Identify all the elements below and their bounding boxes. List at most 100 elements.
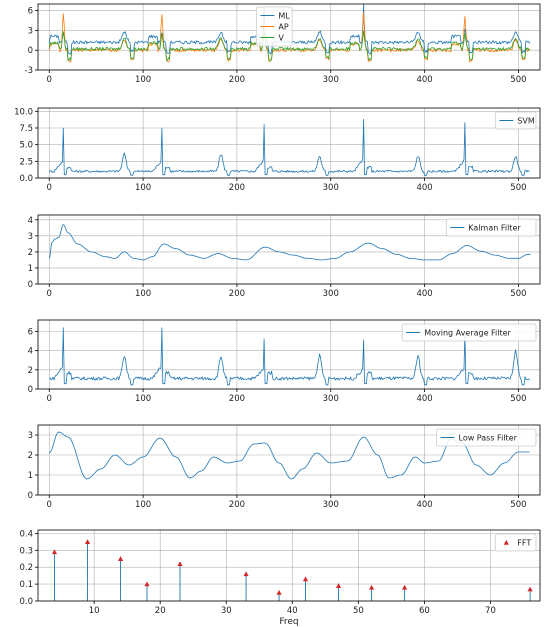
axes-frame	[37, 529, 541, 602]
y-tick-label: 0.3	[19, 546, 33, 556]
chart-panel-3: 0 100 200 300 400 500 0 1 2 3 4 Kalman Filter	[28, 214, 541, 299]
y-tick-label: 6	[28, 7, 33, 17]
y-tick-label: 5.0	[19, 141, 33, 151]
chart-panel-6: 10 20 30 40 50 60 70 0.0 0.1 0.2 0.3 0.4 Freq FFT	[19, 529, 541, 627]
series-line-moving-average-filter	[49, 327, 530, 386]
y-tick-label: 3	[28, 431, 33, 441]
x-tick-label: 200	[229, 394, 245, 404]
x-tick-label: 0	[47, 500, 52, 510]
x-tick-label: 400	[416, 500, 432, 510]
legend-box	[436, 428, 537, 447]
legend: Low Pass Filter	[436, 428, 537, 447]
y-tick-label: -3	[25, 66, 33, 76]
legend: SVM	[494, 111, 537, 130]
axes-frame	[37, 3, 541, 71]
x-tick-label: 400	[416, 394, 432, 404]
legend-label: AP	[278, 23, 288, 32]
x-tick-label: 300	[323, 289, 339, 299]
x-tick-label: 300	[323, 394, 339, 404]
y-tick-label: 0	[28, 491, 33, 501]
y-tick-label: 1	[28, 471, 33, 481]
legend-label: SVM	[517, 117, 535, 126]
fft-marker	[276, 589, 282, 595]
fft-marker	[368, 584, 375, 590]
x-tick-label: 200	[229, 289, 245, 299]
x-tick-label: 500	[510, 394, 526, 404]
x-tick-label: 500	[510, 289, 526, 299]
x-tick-label: 50	[353, 606, 364, 616]
axes-frame	[37, 214, 541, 285]
x-tick-label: 0	[47, 394, 52, 404]
fft-marker	[144, 581, 150, 587]
axes-frame	[37, 319, 541, 390]
y-tick-label: 2	[28, 366, 33, 376]
fft-marker	[302, 576, 309, 582]
series-line-kalman-filter	[48, 224, 531, 261]
fft-marker	[117, 556, 124, 561]
y-tick-label: 0	[28, 385, 33, 395]
fft-marker	[243, 571, 249, 577]
series-line-svm	[48, 118, 530, 176]
x-axis-label: Freq	[279, 617, 298, 627]
legend-label: Moving Average Filter	[424, 329, 511, 338]
fft-marker	[51, 549, 58, 555]
fft-marker	[527, 586, 533, 592]
y-tick-label: 1	[28, 264, 33, 274]
legend-label: ML	[278, 12, 290, 21]
x-tick-label: 200	[229, 75, 245, 85]
x-tick-label: 400	[416, 183, 432, 193]
x-tick-label: 0	[47, 289, 52, 299]
y-tick-label: 0	[28, 46, 33, 56]
y-tick-label: 4	[28, 347, 33, 357]
legend-box	[445, 218, 537, 237]
chart-panel-1: 0 100 200 300 400 500 -3 0 3 6 ML AP V	[25, 3, 541, 85]
y-tick-label: 10.0	[14, 107, 33, 117]
legend: FFT	[494, 533, 537, 552]
x-tick-label: 300	[323, 183, 339, 193]
y-tick-label: 0.4	[19, 529, 33, 539]
legend-marker	[503, 539, 509, 545]
x-tick-label: 0	[47, 183, 52, 193]
x-tick-label: 30	[221, 606, 232, 616]
y-tick-label: 0.1	[19, 580, 33, 590]
y-tick-label: 0.2	[19, 563, 33, 573]
x-tick-label: 20	[155, 606, 166, 616]
x-tick-label: 200	[229, 500, 245, 510]
legend: Moving Average Filter	[401, 323, 537, 342]
y-tick-label: 3	[28, 26, 33, 36]
x-tick-label: 400	[416, 75, 432, 85]
x-tick-label: 10	[89, 606, 100, 616]
x-tick-label: 500	[510, 183, 526, 193]
y-tick-label: 2	[28, 248, 33, 258]
x-tick-label: 60	[419, 606, 430, 616]
fft-marker	[84, 539, 91, 545]
x-tick-label: 300	[323, 500, 339, 510]
x-tick-label: 100	[135, 75, 151, 85]
x-tick-label: 70	[485, 606, 496, 616]
axes-frame	[37, 424, 541, 496]
legend: ML AP V	[255, 6, 293, 47]
x-tick-label: 40	[287, 606, 298, 616]
y-tick-label: 2.5	[19, 157, 33, 167]
x-tick-label: 200	[229, 183, 245, 193]
x-tick-label: 0	[47, 75, 52, 85]
legend-label: V	[278, 34, 284, 43]
legend-box	[494, 533, 537, 552]
fft-marker	[335, 583, 342, 588]
fft-marker	[401, 584, 408, 590]
y-tick-label: 6	[28, 328, 33, 338]
x-tick-label: 300	[323, 75, 339, 85]
legend: Kalman Filter	[445, 218, 537, 237]
x-tick-label: 100	[135, 289, 151, 299]
legend-box	[494, 111, 537, 130]
chart-panel-5: 0 100 200 300 400 500 0 1 2 3 Low Pass Filter	[28, 424, 541, 510]
y-tick-label: 0.0	[19, 597, 33, 607]
y-tick-label: 3	[28, 232, 33, 242]
legend-label: FFT	[517, 539, 531, 548]
legend-label: Kalman Filter	[468, 224, 521, 233]
series-line-v	[48, 30, 530, 62]
chart-panel-4: 0 100 200 300 400 500 0 2 4 6 Moving Average Filte…	[28, 319, 541, 404]
x-tick-label: 100	[135, 394, 151, 404]
legend-label: Low Pass Filter	[459, 434, 518, 443]
